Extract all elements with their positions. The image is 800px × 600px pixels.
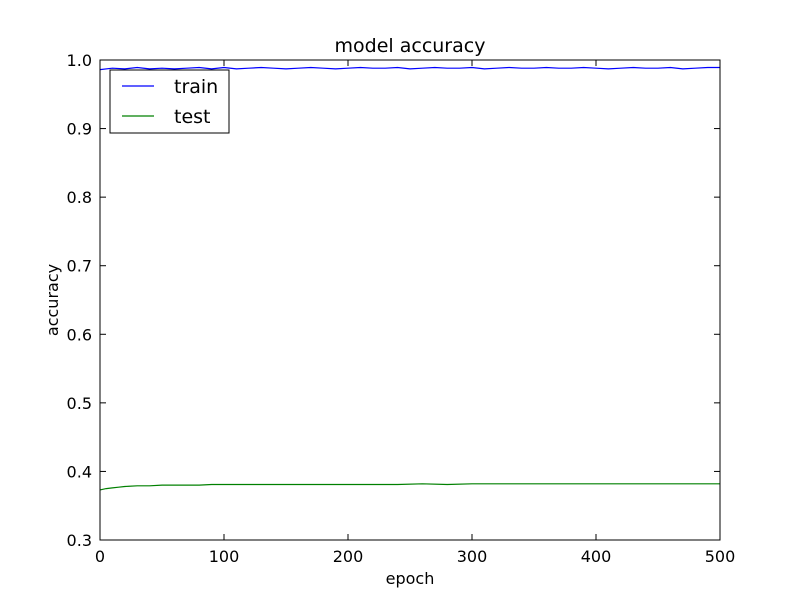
series-layer: [99, 66, 720, 491]
x-tick-label: 500: [705, 547, 736, 566]
y-tick-label: 0.7: [67, 257, 92, 276]
plot-frame: [99, 59, 721, 541]
legend-label-test: test: [174, 106, 211, 128]
y-tick-label: 0.4: [67, 462, 92, 481]
legend-box: [109, 69, 230, 134]
y-tick-label: 0.8: [67, 188, 92, 207]
chart-title: model accuracy: [335, 35, 486, 57]
x-tick-label: 300: [457, 547, 488, 566]
y-axis-label: accuracy: [43, 264, 62, 336]
legend-label-train: train: [174, 76, 218, 98]
x-tick-label: 200: [333, 547, 364, 566]
x-tick-label: 400: [581, 547, 612, 566]
legend: train test: [109, 69, 230, 134]
x-tick-label: 0: [95, 547, 105, 566]
y-tick-label: 0.9: [67, 120, 92, 139]
y-tick-label: 1.0: [67, 51, 92, 70]
series-line-test: [99, 483, 720, 491]
ticks-layer: 0 100 200 300 400 500 0.3 0.4 0.5 0.6 0.7 0.8 0.9 1.0: [67, 51, 736, 566]
y-tick-label: 0.3: [67, 531, 92, 550]
x-tick-label: 100: [209, 547, 240, 566]
y-tick-label: 0.5: [67, 394, 92, 413]
y-tick-label: 0.6: [67, 325, 92, 344]
series-line-train: [99, 66, 720, 71]
x-axis-label: epoch: [386, 569, 435, 588]
